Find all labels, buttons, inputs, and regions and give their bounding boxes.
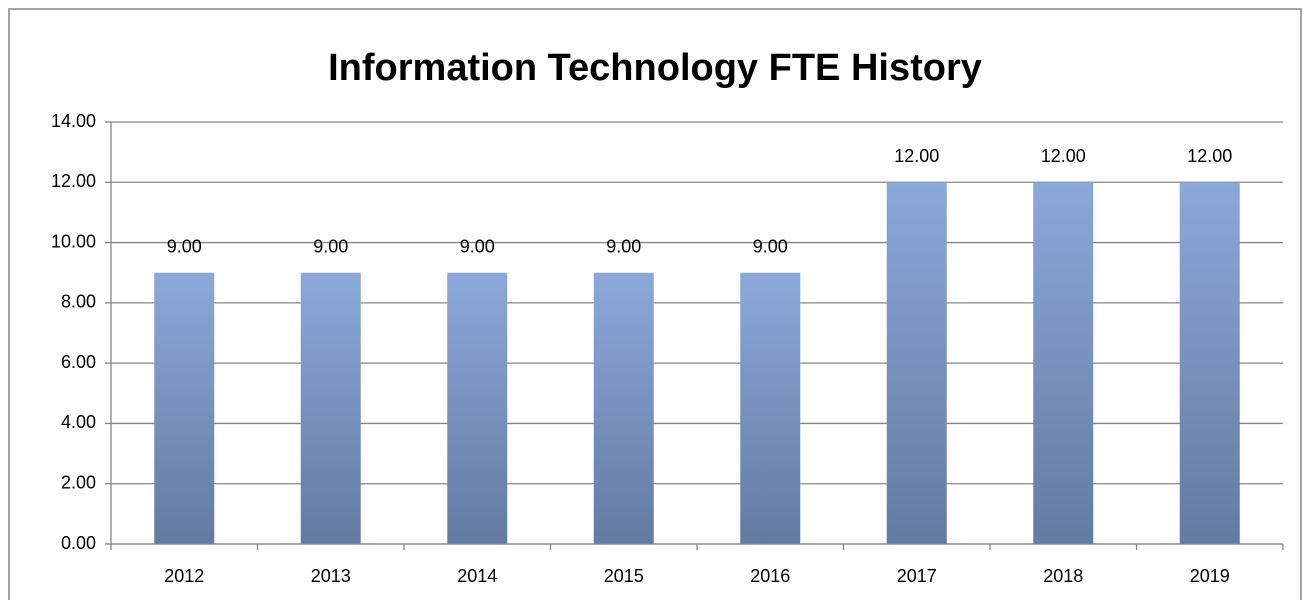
x-tick-label: 2015 bbox=[604, 566, 644, 586]
data-label: 9.00 bbox=[606, 236, 641, 256]
bar bbox=[154, 272, 215, 544]
bar bbox=[886, 182, 947, 545]
chart-title: Information Technology FTE History bbox=[328, 47, 982, 89]
data-label: 12.00 bbox=[1187, 146, 1232, 166]
y-tick-label: 12.00 bbox=[51, 171, 96, 191]
bar bbox=[300, 272, 361, 544]
data-label: 9.00 bbox=[753, 236, 788, 256]
bar bbox=[593, 272, 654, 544]
bar bbox=[1033, 182, 1094, 545]
y-tick-label: 8.00 bbox=[61, 292, 96, 312]
data-label: 9.00 bbox=[460, 236, 495, 256]
data-label: 12.00 bbox=[1041, 146, 1086, 166]
x-tick-label: 2012 bbox=[164, 566, 204, 586]
y-tick-label: 10.00 bbox=[51, 231, 96, 251]
bar bbox=[740, 272, 801, 544]
y-tick-label: 4.00 bbox=[61, 412, 96, 432]
x-tick-label: 2016 bbox=[750, 566, 790, 586]
x-tick-label: 2014 bbox=[457, 566, 497, 586]
data-label: 9.00 bbox=[167, 236, 202, 256]
y-tick-label: 6.00 bbox=[61, 352, 96, 372]
y-tick-label: 2.00 bbox=[61, 472, 96, 492]
bar bbox=[447, 272, 508, 544]
data-label: 9.00 bbox=[313, 236, 348, 256]
y-tick-label: 14.00 bbox=[51, 111, 96, 131]
x-tick-label: 2018 bbox=[1043, 566, 1083, 586]
y-tick-label: 0.00 bbox=[61, 533, 96, 553]
data-label: 12.00 bbox=[894, 146, 939, 166]
x-tick-label: 2019 bbox=[1190, 566, 1230, 586]
x-tick-label: 2017 bbox=[897, 566, 937, 586]
bar bbox=[1179, 182, 1240, 545]
x-tick-label: 2013 bbox=[311, 566, 351, 586]
